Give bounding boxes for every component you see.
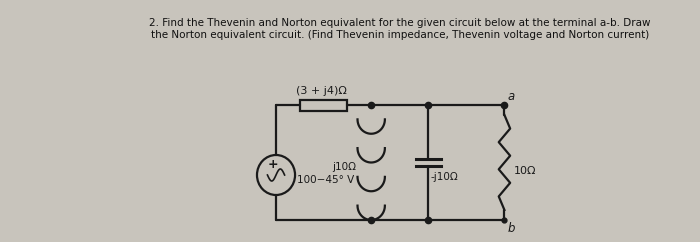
Text: a: a	[508, 90, 514, 103]
Text: +: +	[268, 158, 279, 171]
Text: 2. Find the Thevenin and Norton equivalent for the given circuit below at the te: 2. Find the Thevenin and Norton equivale…	[149, 18, 650, 28]
Text: 100−45° V: 100−45° V	[297, 175, 354, 185]
Text: -j10Ω: -j10Ω	[430, 172, 458, 182]
Bar	[300, 99, 347, 111]
Text: b: b	[508, 222, 514, 235]
Text: 10Ω: 10Ω	[514, 166, 536, 175]
Text: (3 + j4)Ω: (3 + j4)Ω	[296, 86, 347, 96]
Text: j10Ω: j10Ω	[332, 161, 356, 172]
Text: the Norton equivalent circuit. (Find Thevenin impedance, Thevenin voltage and No: the Norton equivalent circuit. (Find The…	[150, 30, 649, 40]
